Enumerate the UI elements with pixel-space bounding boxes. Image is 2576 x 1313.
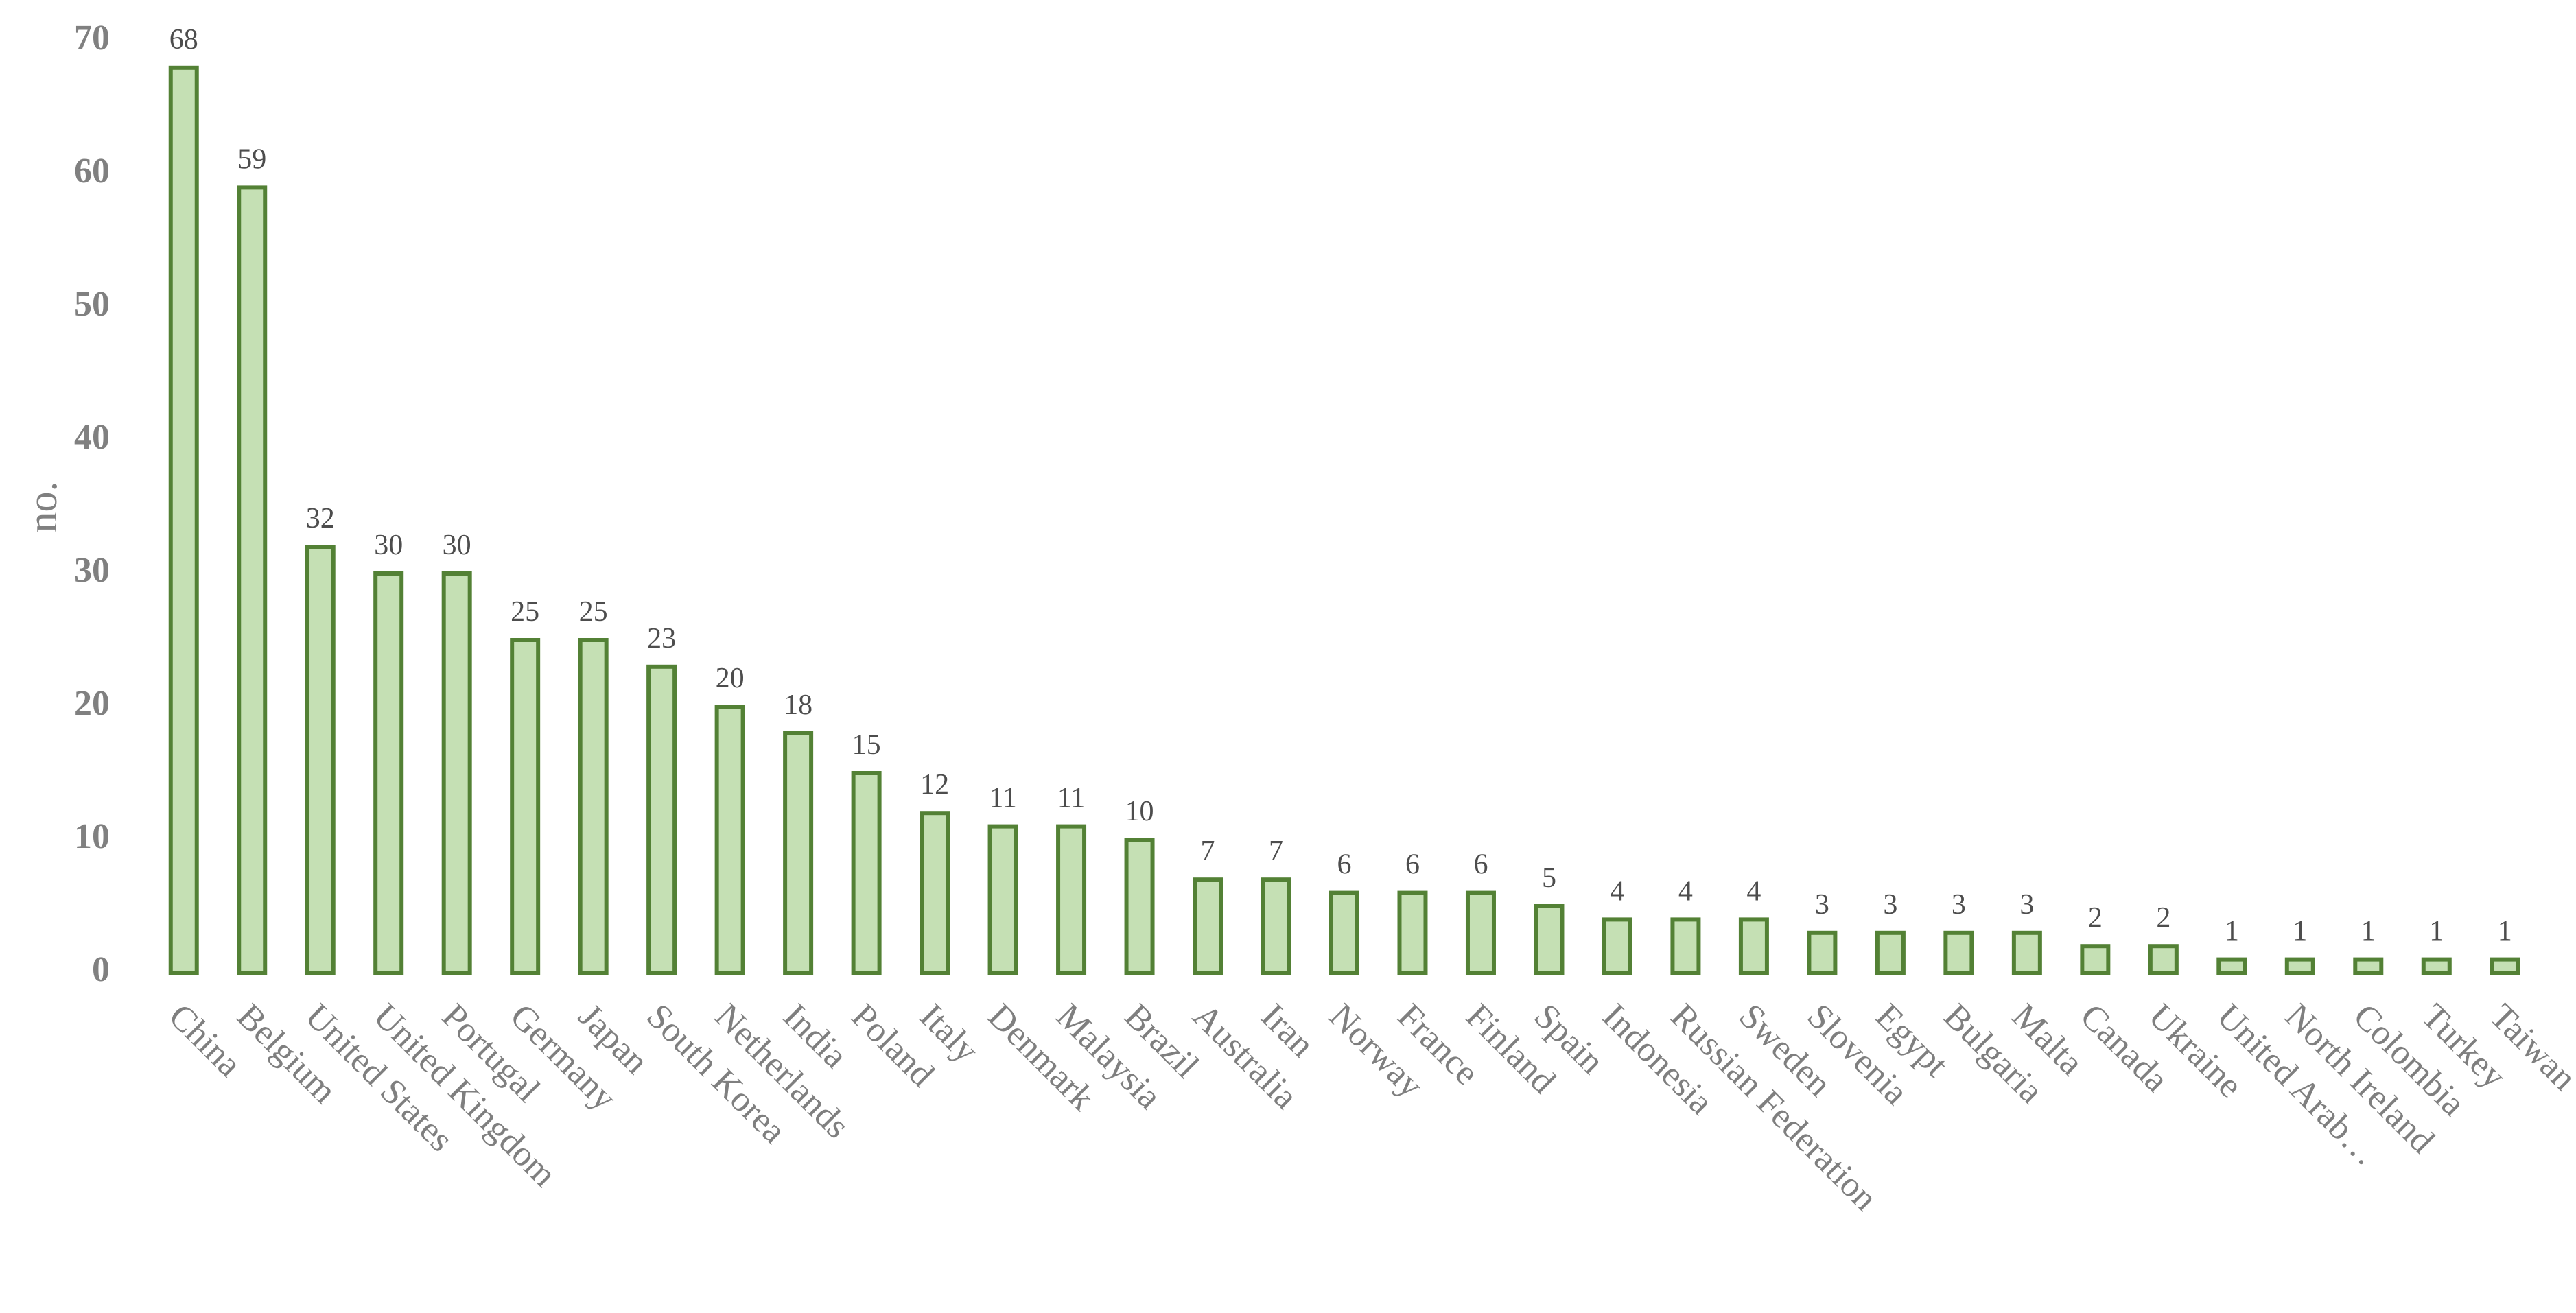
bar [2490,957,2520,975]
data-label: 32 [306,503,335,534]
bar [783,731,814,975]
bar [1329,890,1359,975]
data-label: 25 [511,596,539,628]
data-label: 6 [1405,849,1420,881]
y-tick-label: 60 [74,152,110,191]
data-label: 25 [579,596,608,628]
bar [2011,930,2042,975]
data-label: 3 [2019,889,2034,921]
bar [1738,917,1769,975]
data-label: 30 [443,530,471,561]
bar [510,638,541,975]
bar [1534,904,1565,975]
bar [714,705,745,975]
bar [1261,877,1291,975]
data-label: 59 [237,143,266,175]
bar [1602,917,1632,975]
data-label: 30 [374,530,403,561]
data-label: 3 [1952,889,1966,921]
data-label: 3 [1815,889,1829,921]
data-label: 2 [2156,902,2170,934]
bar [1124,838,1155,975]
bar [2080,944,2111,975]
bar [1807,930,1838,975]
data-label: 6 [1473,849,1488,881]
data-label: 11 [989,783,1016,814]
bar [987,824,1018,975]
y-tick-label: 40 [74,418,110,457]
bar [1875,930,1906,975]
bar [2353,957,2384,975]
data-label: 68 [169,24,198,56]
y-axis-ticks: 0 10 20 30 40 50 60 70 [74,19,110,989]
bar [1670,917,1701,975]
bar [1397,890,1428,975]
data-label: 1 [2293,916,2307,947]
bar [1193,877,1223,975]
data-label: 4 [1610,875,1624,907]
bar [305,545,336,975]
data-label: 5 [1542,862,1556,894]
y-tick-label: 70 [74,19,110,58]
bar [578,638,609,975]
data-label: 1 [2225,916,2239,947]
data-label: 1 [2361,916,2376,947]
data-label: 6 [1337,849,1352,881]
data-label: 10 [1125,796,1154,827]
data-label: 15 [852,729,881,761]
data-label: 20 [716,663,745,694]
bar [920,811,950,975]
data-label: 4 [1746,875,1761,907]
bar [168,65,199,975]
y-tick-label: 50 [74,285,110,324]
bar [2284,957,2315,975]
data-label: 3 [1883,889,1897,921]
data-label: 11 [1057,783,1085,814]
data-label: 7 [1201,836,1215,867]
x-tick-label: China [161,997,249,1085]
bar [1943,930,1974,975]
data-label: 12 [920,769,949,801]
bar [2148,944,2179,975]
y-tick-label: 10 [74,817,110,856]
y-tick-label: 20 [74,684,110,723]
bar [646,664,677,975]
y-tick-label: 30 [74,551,110,590]
bars [168,65,2520,975]
bar [2421,957,2452,975]
y-tick-label: 0 [92,950,110,989]
bar [2216,957,2247,975]
y-axis-title: no. [20,482,65,533]
data-label: 18 [784,689,812,721]
data-label: 2 [2088,902,2103,934]
data-label: 7 [1269,836,1283,867]
bar [237,185,268,975]
bar [1056,824,1087,975]
data-label: 4 [1678,875,1693,907]
bar [1465,890,1496,975]
bar [441,571,472,975]
data-label: 23 [647,623,676,654]
data-label: 1 [2429,916,2444,947]
bar [851,771,882,975]
bar [373,571,404,975]
data-label: 1 [2498,916,2512,947]
